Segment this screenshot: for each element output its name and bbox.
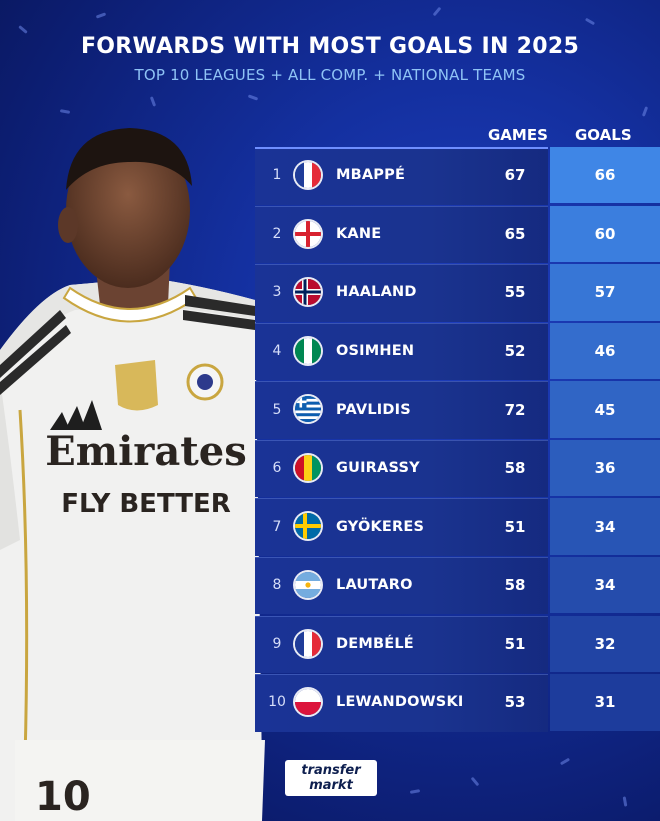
- shirt-sponsor-tagline: FLY BETTER: [61, 489, 231, 519]
- table-row: 6 GUIRASSY 58 36: [255, 439, 660, 498]
- table-row: 10 LEWANDOWSKI 53 31: [255, 674, 660, 732]
- flag-france-icon: [295, 162, 321, 188]
- goals-value: 34: [594, 576, 616, 595]
- goals-cell-background: [550, 498, 660, 555]
- goals-value: 31: [594, 693, 616, 712]
- rank-number: 6: [272, 460, 282, 477]
- goals-cell-background: [550, 264, 660, 321]
- goals-value: 45: [594, 400, 616, 419]
- flag-england-icon: [295, 220, 321, 247]
- rank-number: 3: [272, 284, 282, 301]
- transfermarkt-logo: transfer markt: [285, 760, 377, 796]
- player-name: OSIMHEN: [336, 342, 415, 359]
- games-value: 58: [504, 459, 526, 478]
- rank-number: 4: [272, 342, 282, 359]
- page-subtitle: TOP 10 LEAGUES + ALL COMP. + NATIONAL TE…: [134, 66, 526, 84]
- goals-value: 46: [594, 341, 616, 360]
- player-name: DEMBÉLÉ: [336, 635, 414, 652]
- goals-value: 32: [594, 634, 616, 653]
- goals-cell-background: [550, 205, 660, 262]
- goals-value: 57: [594, 283, 616, 302]
- goals-cell-background: [550, 147, 660, 204]
- flag-sweden-icon: [295, 513, 321, 540]
- games-value: 58: [504, 576, 526, 595]
- games-value: 55: [504, 283, 526, 302]
- rank-number: 7: [272, 518, 282, 535]
- player-name: PAVLIDIS: [336, 401, 411, 418]
- goals-value: 66: [594, 166, 616, 185]
- games-value: 65: [504, 224, 526, 243]
- logo-line-2: markt: [309, 778, 353, 793]
- goals-value: 36: [594, 459, 616, 478]
- table-row: 4 OSIMHEN 52 46: [255, 322, 660, 381]
- logo-line-1: transfer: [301, 763, 361, 778]
- games-value: 52: [504, 341, 526, 360]
- games-value: 51: [504, 517, 526, 536]
- table-row: 8 LAUTARO 58 34: [255, 557, 660, 615]
- games-value: 72: [504, 400, 526, 419]
- shirt-sponsor-text: Emirates: [45, 428, 246, 475]
- goals-value: 34: [594, 517, 616, 536]
- games-value: 67: [504, 166, 526, 185]
- goals-cell-background: [550, 557, 660, 614]
- player-name: GUIRASSY: [336, 460, 420, 477]
- rank-number: 10: [268, 694, 286, 711]
- player-name: KANE: [336, 225, 382, 242]
- rank-number: 5: [272, 401, 282, 418]
- flag-greece-icon: [295, 396, 321, 423]
- goals-cell-background: [550, 674, 660, 731]
- goals-ranking-table: 1 MBAPPÉ 67 66 2 KANE 65 60 3 HAALAND 55…: [255, 147, 660, 733]
- goals-cell-background: [550, 615, 660, 673]
- games-value: 51: [504, 634, 526, 653]
- goals-value: 60: [594, 224, 616, 243]
- player-name: LAUTARO: [336, 577, 413, 594]
- player-name: MBAPPÉ: [336, 167, 406, 184]
- flag-norway-icon: [295, 279, 321, 306]
- games-column-header: GAMES: [488, 126, 548, 144]
- rank-number: 2: [272, 225, 282, 242]
- page-title: FORWARDS WITH MOST GOALS IN 2025: [80, 34, 580, 59]
- flag-argentina-icon: [295, 572, 321, 599]
- player-name: HAALAND: [336, 284, 417, 301]
- table-row: 9 DEMBÉLÉ 51 32: [255, 615, 660, 674]
- table-row: 3 HAALAND 55 57: [255, 264, 660, 322]
- shorts-number: 10: [35, 774, 91, 820]
- player-illustration: Emirates FLY BETTER 10: [0, 128, 265, 821]
- player-name: LEWANDOWSKI: [336, 694, 464, 711]
- rank-number: 1: [272, 167, 282, 184]
- flag-france-icon: [295, 630, 321, 657]
- goals-column-header: GOALS: [575, 126, 632, 144]
- player-name: GYÖKERES: [336, 518, 425, 535]
- goals-cell-background: [550, 381, 660, 438]
- table-row: 5 PAVLIDIS 72 45: [255, 381, 660, 439]
- rank-number: 8: [272, 577, 282, 594]
- goals-cell-background: [550, 322, 660, 380]
- table-row: 1 MBAPPÉ 67 66: [255, 147, 660, 206]
- flag-nigeria-icon: [295, 337, 321, 364]
- flag-guinea-icon: [295, 454, 321, 481]
- table-row: 2 KANE 65 60: [255, 205, 660, 263]
- rank-number: 9: [272, 635, 282, 652]
- flag-poland-icon: [295, 689, 321, 716]
- table-row: 7 GYÖKERES 51 34: [255, 498, 660, 556]
- games-value: 53: [504, 693, 526, 712]
- goals-cell-background: [550, 439, 660, 497]
